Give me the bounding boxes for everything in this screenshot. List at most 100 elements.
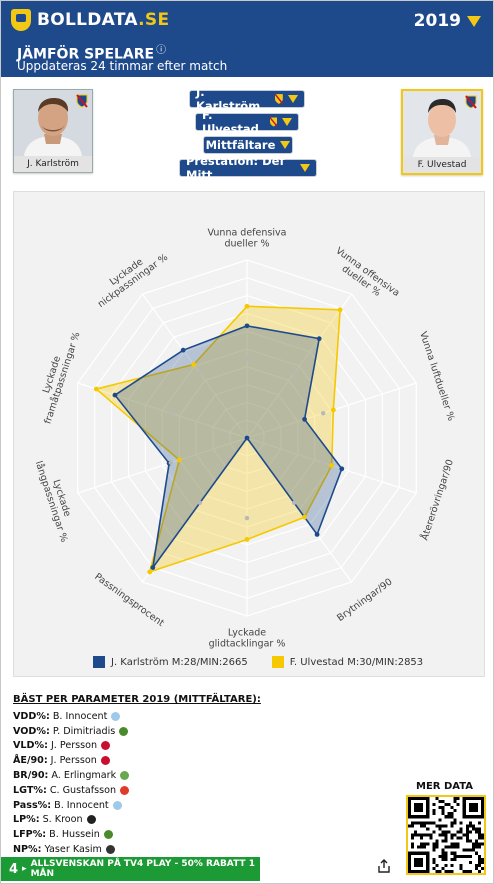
data-point-2	[302, 514, 307, 520]
data-point-1	[150, 565, 156, 571]
legend-label-player2: F. Ulvestad M:30/MIN:2853	[289, 656, 424, 668]
player-card-1[interactable]: J. Karlström	[13, 89, 93, 173]
best-row-key: BR/90:	[13, 770, 49, 782]
best-row: NP%: Yaser Kasim	[13, 842, 129, 857]
data-point-1	[314, 532, 320, 537]
club-crest-icon	[105, 845, 115, 855]
preset-select[interactable]: Prestation: Def Mitt	[179, 154, 317, 182]
best-row-player[interactable]: Yaser Kasim	[44, 844, 102, 856]
brand-name: BOLLDATA	[37, 10, 139, 30]
season-label: 2019	[413, 11, 461, 31]
best-row-key: LFP%:	[13, 829, 47, 841]
axis-label: Lyckadelångpassningar %	[33, 456, 80, 543]
reference-point	[320, 411, 326, 416]
data-point-2	[176, 457, 182, 463]
promo-banner[interactable]: 4 ▸ ALLSVENSKAN PÅ TV4 PLAY - 50% RABATT…	[1, 857, 260, 881]
reference-point	[291, 500, 297, 506]
club-crest-icon	[120, 785, 130, 795]
reference-point	[197, 370, 203, 376]
best-row: LFP%: B. Hussein	[13, 827, 129, 842]
best-row-player[interactable]: S. Kroon	[42, 814, 83, 826]
more-data-label: MER DATA	[416, 781, 474, 792]
best-row: BR/90: A. Erlingmark	[13, 768, 130, 783]
data-point-2	[330, 407, 336, 413]
radar-chart: Vunna defensiva dueller % Vunna offensivad…	[32, 228, 457, 650]
data-point-1	[302, 416, 307, 422]
best-per-parameter-list: VDD%: B. Innocent VOD%: P. Dimitriadis VLD…	[13, 709, 130, 857]
player2-select[interactable]: F. Ulvestad	[195, 108, 299, 136]
grid-spoke	[246, 293, 353, 439]
best-row-player[interactable]: P. Dimitriadis	[52, 725, 116, 737]
grid-spoke	[77, 382, 248, 439]
axis-label: Lyckade glidtacklingar %	[209, 628, 286, 650]
axis-label: Brytningar/90	[335, 577, 394, 624]
best-row: VOD%: P. Dimitriadis	[13, 724, 129, 739]
reference-point	[244, 515, 250, 521]
page-title: JÄMFÖR SPELARE	[17, 46, 155, 63]
best-row-player[interactable]: J. Persson	[50, 755, 97, 767]
play-icon: ▸	[22, 864, 27, 874]
season-selector[interactable]: 2019	[414, 11, 481, 31]
data-point-1	[316, 336, 322, 342]
data-point-1	[244, 323, 250, 329]
reference-point	[168, 460, 174, 465]
reference-point	[320, 460, 326, 465]
reference-point	[291, 370, 297, 376]
logo[interactable]: BOLLDATA.SE	[11, 9, 169, 31]
club-crest-icon	[112, 800, 122, 810]
club-crest-icon	[119, 726, 129, 736]
chevron-down-icon	[282, 118, 292, 126]
chevron-down-icon	[288, 95, 298, 103]
best-row-key: Pass%:	[13, 799, 52, 811]
share-icon[interactable]	[377, 859, 391, 873]
player-card-name: J. Karlström	[14, 156, 92, 172]
position-select[interactable]: Mittfältare	[203, 136, 293, 154]
chevron-down-icon	[467, 15, 481, 27]
best-row: ÅE/90: J. Persson	[13, 753, 129, 768]
best-row-player[interactable]: B. Hussein	[49, 829, 100, 841]
player-card-name: F. Ulvestad	[403, 157, 481, 173]
position-select-label: Mittfältare	[205, 138, 276, 152]
player-photo	[14, 90, 92, 156]
club-crest-icon	[465, 95, 477, 109]
legend-swatch-player1	[93, 656, 105, 668]
preset-select-label: Prestation: Def Mitt	[186, 154, 285, 182]
logo-shield-icon	[11, 9, 31, 31]
best-row-key: NP%:	[13, 844, 42, 856]
qr-code-icon[interactable]	[406, 795, 486, 875]
data-point-2	[147, 569, 153, 575]
club-crest-icon	[120, 771, 130, 781]
best-row-player[interactable]: B. Innocent	[52, 710, 108, 722]
data-point-1	[180, 347, 186, 353]
data-point-2	[329, 463, 335, 468]
club-crest-icon	[101, 741, 111, 751]
reference-point	[168, 411, 174, 416]
club-crest-icon	[275, 94, 283, 104]
page-subtitle: Uppdateras 24 timmar efter match	[17, 59, 228, 73]
best-row: VDD%: B. Innocent	[13, 709, 129, 724]
player1-select[interactable]: J. Karlström	[189, 85, 305, 113]
club-crest-icon	[103, 830, 113, 840]
player-card-2[interactable]: F. Ulvestad	[401, 89, 483, 175]
best-row-player[interactable]: J. Persson	[50, 740, 98, 752]
data-point-1	[244, 435, 250, 441]
club-crest-icon	[269, 117, 277, 127]
reference-point	[197, 500, 203, 506]
axis-label: Återerövringar/90	[418, 458, 455, 542]
chart-legend: J. Karlström M:28/MIN:2665 F. Ulvestad M…	[93, 656, 423, 668]
best-row-player[interactable]: A. Erlingmark	[51, 770, 117, 782]
best-row-key: VDD%:	[13, 710, 50, 722]
info-icon[interactable]: ⓘ	[156, 45, 167, 56]
best-row-key: ÅE/90:	[13, 755, 48, 767]
data-point-2	[244, 537, 250, 542]
data-point-2	[244, 303, 250, 309]
best-row-player[interactable]: B. Innocent	[54, 799, 109, 811]
data-point-2	[93, 386, 99, 392]
best-row-player[interactable]: C. Gustafsson	[49, 784, 117, 796]
axis-label: Vunna luftdueller %	[417, 330, 456, 422]
player2-select-label: F. Ulvestad	[202, 108, 259, 136]
axis-label: Lyckadeframåtpassningar %	[32, 327, 83, 425]
legend-swatch-player2	[271, 656, 284, 668]
club-crest-icon	[86, 815, 96, 825]
chevron-down-icon	[300, 164, 310, 172]
